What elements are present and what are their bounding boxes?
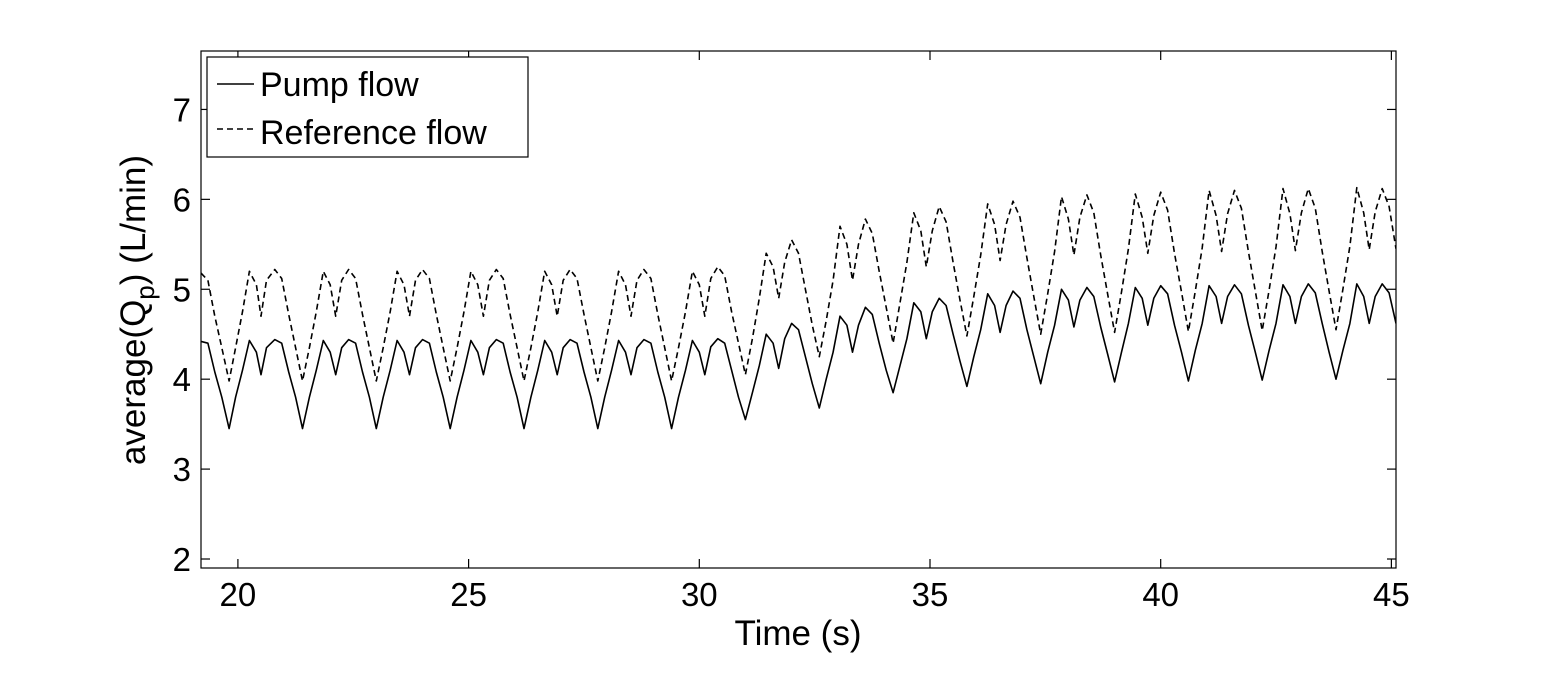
x-axis-label: Time (s) — [734, 614, 861, 653]
series-layer — [201, 186, 1396, 430]
x-tick-label-20: 20 — [220, 576, 257, 613]
x-tick-label-25: 25 — [450, 576, 487, 613]
y-tick-label-7: 7 — [173, 91, 191, 128]
y-axis-label-main: average(Q — [114, 300, 153, 465]
legend-label-pump-flow: Pump flow — [260, 66, 419, 104]
y-tick-label-2: 2 — [173, 541, 191, 578]
y-tick-label-6: 6 — [173, 181, 191, 218]
x-tick-label-30: 30 — [681, 576, 718, 613]
legend-box — [206, 56, 529, 158]
y-tick-label-5: 5 — [173, 271, 191, 308]
y-axis-label-subscript: p — [130, 285, 160, 299]
plot-area-frame — [200, 50, 1397, 569]
y-tick-label-4: 4 — [173, 361, 191, 398]
axis-ticks — [201, 51, 1396, 568]
x-tick-label-45: 45 — [1373, 576, 1410, 613]
legend: Pump flow Reference flow — [206, 56, 529, 158]
x-tick-label-40: 40 — [1142, 576, 1179, 613]
x-tick-label-35: 35 — [912, 576, 949, 613]
y-axis-label-tail: ) (L/min) — [114, 155, 153, 285]
y-axis-label: average(Qp) (L/min) — [114, 155, 160, 465]
y-tick-label-3: 3 — [173, 451, 191, 488]
series-line-pump-flow — [201, 283, 1396, 430]
legend-label-reference-flow: Reference flow — [260, 114, 487, 152]
series-line-reference-flow — [201, 186, 1396, 382]
